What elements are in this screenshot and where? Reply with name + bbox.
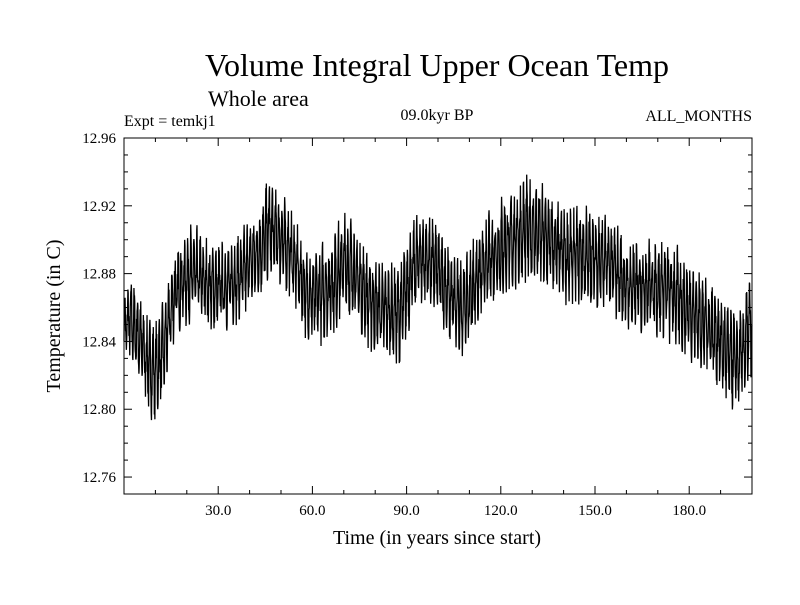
y-tick-label: 12.96 [82, 131, 116, 147]
y-tick-label: 12.76 [82, 470, 116, 486]
y-tick-label: 12.80 [82, 402, 116, 418]
x-tick-label: 30.0 [205, 503, 231, 519]
plot-area [123, 174, 753, 421]
y-tick-label: 12.88 [82, 267, 116, 283]
x-tick-label: 120.0 [484, 503, 518, 519]
y-tick-label: 12.84 [82, 334, 116, 350]
chart-subtitle: Whole area [208, 86, 309, 111]
period-label: 09.0kyr BP [401, 107, 474, 124]
chart-title: Volume Integral Upper Ocean Temp [205, 47, 669, 83]
axes: 30.0 60.0 90.0 120.0 150.0 180.0 12.76 12.80 12.… [82, 131, 753, 519]
x-tick-label: 90.0 [393, 503, 419, 519]
x-tick-label: 150.0 [578, 503, 612, 519]
series-line [123, 174, 753, 421]
x-tick-label: 60.0 [299, 503, 325, 519]
experiment-label: Expt = temkj1 [124, 113, 216, 130]
y-tick-label: 12.92 [82, 199, 116, 215]
months-label: ALL_MONTHS [645, 108, 752, 125]
x-axis-label: Time (in years since start) [333, 527, 541, 549]
y-axis-label: Temperature (in C) [43, 240, 65, 393]
x-tick-label: 180.0 [672, 503, 706, 519]
